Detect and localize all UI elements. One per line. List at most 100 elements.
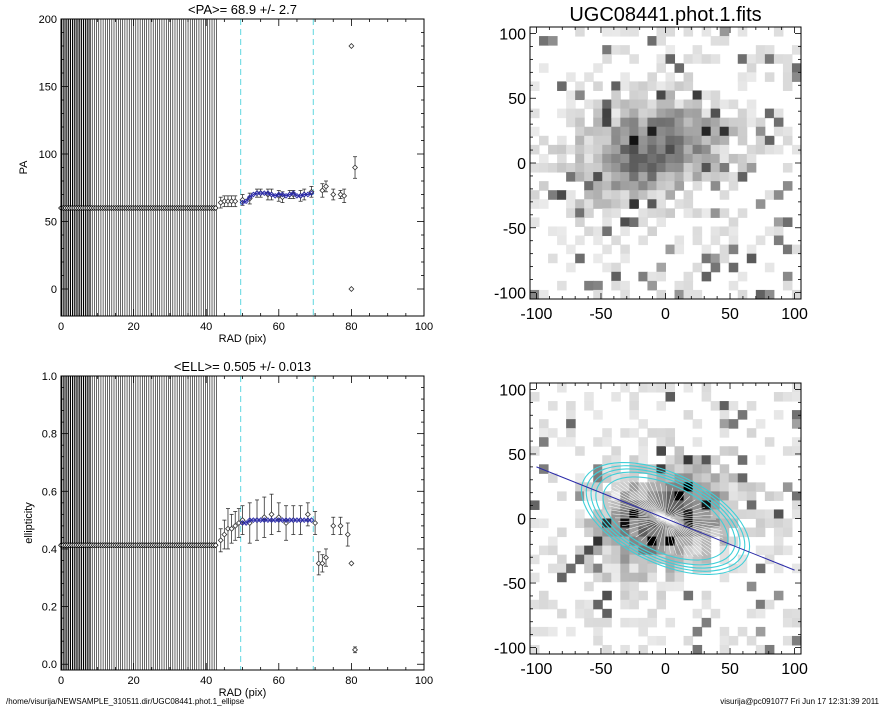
image-pixel [665, 153, 676, 164]
fan-line [607, 502, 666, 519]
image-pixel [647, 153, 657, 164]
image-pixel [548, 626, 558, 637]
image-pixel [611, 117, 621, 128]
image-pixel [620, 172, 630, 182]
image-pixel [539, 419, 549, 429]
image-pixel [791, 608, 801, 619]
inner-markers [58, 205, 219, 211]
image-pixel [620, 45, 630, 55]
image-pixel [656, 500, 666, 510]
image-pixel [575, 90, 585, 101]
image-pixel [737, 554, 748, 565]
fan-line [665, 518, 677, 555]
image-pixel [710, 455, 721, 465]
image-pixel [701, 545, 712, 556]
fit-point [239, 520, 246, 526]
image-pixel [710, 90, 721, 101]
data-point [232, 198, 239, 205]
image-pixel [530, 81, 540, 91]
image-pixel [656, 271, 666, 282]
image-pixel [593, 199, 603, 209]
image-pixel [764, 599, 775, 610]
image-pixel [566, 437, 576, 447]
image-pixel [530, 144, 540, 155]
image-pixel [602, 108, 612, 119]
isophote-overlay [536, 461, 795, 576]
image-pixel [683, 144, 694, 155]
image-pixel [557, 572, 567, 583]
image-pixel [710, 262, 721, 273]
image-pixel [692, 437, 703, 447]
image-pixel [692, 108, 703, 119]
image-pixel [593, 563, 603, 574]
image-pixel [611, 554, 621, 565]
image-pixel [665, 572, 676, 583]
image-pixel [602, 518, 612, 529]
fan-line [621, 518, 666, 527]
image-pixel [773, 563, 784, 574]
image-pixel [665, 617, 676, 628]
image-pixel [593, 117, 603, 128]
fan-line [654, 482, 666, 519]
image-pixel [629, 172, 639, 182]
image-pixel [719, 144, 730, 155]
image-pixel [782, 518, 793, 529]
data-point [348, 286, 355, 292]
image-pixel [620, 383, 630, 393]
image-pixel [584, 401, 594, 411]
image-pixel [737, 563, 748, 574]
image-pixel [638, 135, 648, 146]
image-pixel [755, 599, 766, 610]
image-pixel [674, 280, 685, 291]
fan-line [658, 518, 666, 550]
image-pixel [773, 392, 784, 402]
image-pixel [764, 518, 775, 529]
image-pixel [701, 108, 712, 119]
image-pixel [656, 99, 666, 110]
image-pixel [791, 383, 801, 393]
image-pixel [683, 126, 694, 137]
image-pixel [737, 27, 748, 37]
image-pixel [575, 554, 585, 565]
image-pixel [602, 563, 612, 574]
image-pixel [629, 392, 639, 402]
image-pixel [746, 527, 757, 538]
fan-line [635, 518, 666, 538]
fit-point [250, 517, 257, 523]
y-axis-label: PA [18, 160, 30, 175]
isophote-ellipse [580, 461, 751, 576]
fan-line [665, 507, 705, 519]
image-pixel [620, 599, 630, 610]
x-tick-label: 80 [345, 675, 357, 687]
image-pixel [728, 500, 739, 510]
fit-point [294, 193, 300, 199]
image-pixel [638, 617, 648, 628]
galaxy-image [530, 27, 801, 299]
image-pixel [611, 45, 621, 55]
image-pixel [674, 144, 685, 155]
image-pixel [782, 617, 793, 628]
image-pixel [674, 491, 685, 501]
image-pixel [683, 635, 694, 646]
image-pixel [719, 117, 730, 128]
image-pixel [719, 482, 730, 492]
image-pixel [620, 126, 630, 137]
fan-line [616, 484, 666, 519]
image-pixel [575, 509, 585, 519]
fit-point [301, 517, 308, 523]
image-pixel [620, 617, 630, 628]
image-pixel [575, 108, 585, 119]
image-pixel [530, 126, 540, 137]
image-pixel [638, 108, 648, 119]
image-pixel [566, 428, 576, 438]
fit-point [308, 517, 315, 523]
image-pixel [791, 410, 801, 420]
image-pixel [629, 81, 639, 91]
data-point [344, 531, 351, 538]
image-pixel [782, 72, 793, 82]
image-pixel [602, 608, 612, 619]
image-pixel [719, 126, 730, 137]
image-pixel [692, 226, 703, 237]
image-pixel [674, 126, 685, 137]
image-pixel [710, 482, 721, 492]
